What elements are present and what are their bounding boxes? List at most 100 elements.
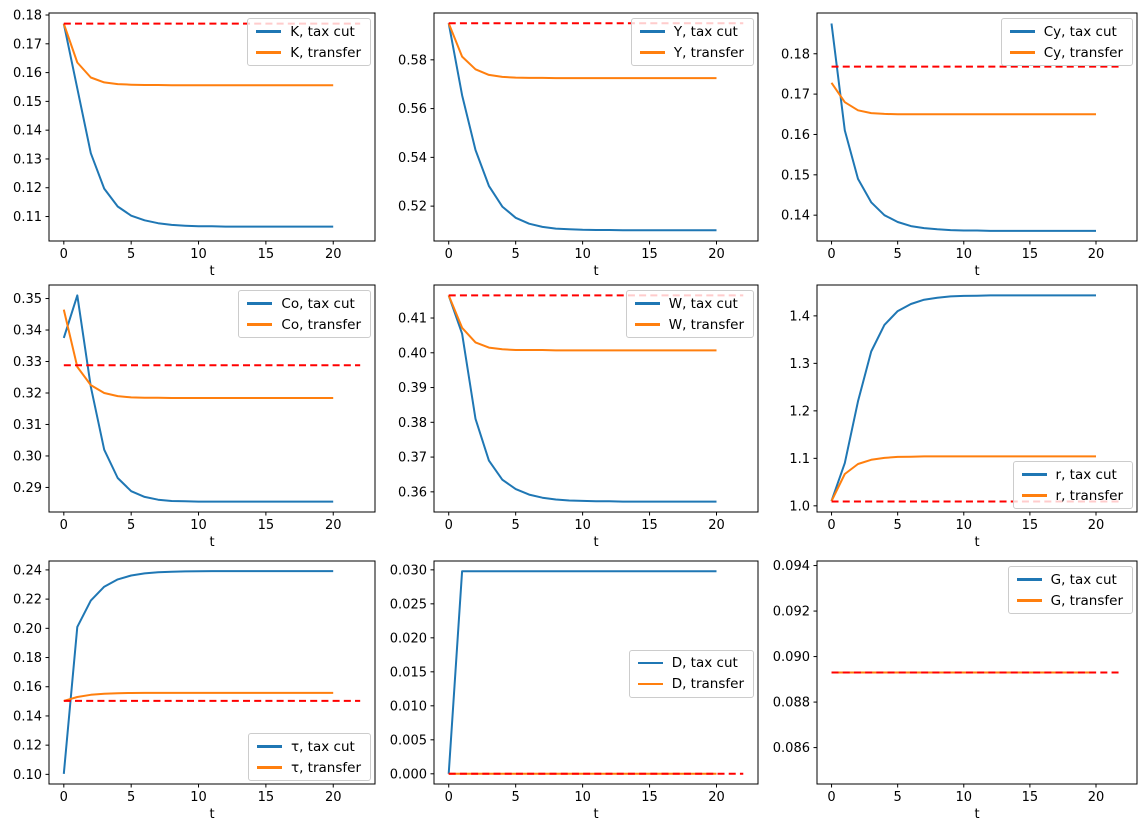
x-tick-label: 10 [190,247,207,262]
legend-entry: τ, tax cut [256,736,361,757]
axes-frame [816,284,1138,513]
x-axis-label: t [974,807,979,822]
legend-line-swatch [1009,30,1035,33]
y-tick-label: 0.30 [13,449,42,464]
legend-Cy: Cy, tax cut Cy, transfer [1000,18,1133,66]
y-tick-label: 0.38 [398,416,427,431]
legend-entry: Cy, transfer [1009,42,1123,63]
axes-frame [48,284,376,513]
legend-Co: Co, tax cut Co, transfer [238,290,371,338]
legend-line-swatch [1009,51,1035,54]
x-tick-label: 5 [894,518,902,533]
y-tick-label: 0.24 [13,563,42,578]
y-tick-label: 1.3 [789,357,810,372]
y-tick-label: 0.020 [390,631,427,646]
y-tick-label: 0.34 [13,324,42,339]
x-tick-label: 15 [258,247,275,262]
y-tick-label: 0.41 [398,312,427,327]
K-transfer-line [62,23,334,87]
y-tick-label: 1.1 [789,452,810,467]
legend-label: W, tax cut [668,295,738,312]
subplot-D: 0 5 10 15 20 0.000 0.005 0.010 0.015 0.020 0.025 0.… [390,560,759,822]
legend-entry: K, transfer [256,42,361,63]
y-tick-label: 0.005 [390,733,427,748]
legend-entry: K, tax cut [256,21,361,42]
legend-label: D, tax cut [671,655,738,671]
axes-frame [433,560,759,785]
subplot-W: 0 5 10 15 20 0.36 0.37 0.38 0.39 0.40 0.41 t [398,284,759,550]
legend-D: D, tax cut D, transfer [628,649,754,698]
x-axis-label: t [209,264,214,279]
y-tick-label: 0.37 [398,451,427,466]
axes-frame [816,560,1138,785]
r-transfer-line [830,455,1096,502]
legend-line-swatch [639,51,665,54]
legend-entry: Co, transfer [247,314,361,335]
x-axis-label: t [209,535,214,550]
Co-tax-cut-line [62,294,334,503]
legend-label: Cy, tax cut [1043,23,1117,40]
y-tick-label: 0.13 [13,152,42,167]
legend-entry: D, transfer [637,674,744,695]
y-tick-label: 0.36 [398,485,427,500]
y-tick-label: 0.086 [773,741,810,756]
x-tick-label: 5 [127,247,135,262]
r-tax-cut-line [830,294,1096,502]
x-tick-label: 0 [445,247,453,262]
y-tick-label: 0.16 [13,66,42,81]
legend-entry: G, tax cut [1016,569,1123,590]
legend-line-swatch [1021,473,1047,476]
subplot-tau: 0 5 10 15 20 0.10 0.12 0.14 0.16 0.18 0.20 0.22 0.24… [13,560,376,822]
x-tick-label: 15 [1022,518,1039,533]
x-tick-label: 10 [574,247,591,262]
x-tick-label: 0 [827,518,835,533]
x-tick-label: 0 [445,518,453,533]
legend-entry: W, transfer [634,314,744,335]
axes-frame [48,560,376,785]
y-tick-label: 0.40 [398,346,427,361]
x-tick-label: 15 [641,247,658,262]
y-tick-label: 0.18 [13,9,42,24]
x-tick-label: 0 [827,790,835,805]
x-tick-label: 20 [708,247,725,262]
x-tick-label: 10 [574,790,591,805]
y-tick-label: 0.18 [13,651,42,666]
y-tick-label: 0.030 [390,563,427,578]
x-tick-label: 20 [325,790,342,805]
y-tick-label: 0.010 [390,699,427,714]
y-tick-label: 0.015 [390,665,427,680]
y-tick-label: 1.4 [789,309,810,324]
legend-entry: W, tax cut [634,293,744,314]
x-tick-label: 5 [127,790,135,805]
x-tick-label: 10 [574,518,591,533]
legend-line-swatch [1016,599,1042,602]
legend-line-swatch [1021,494,1047,497]
legend-line-swatch [634,302,660,305]
axes-frame [433,284,759,513]
subplot-Y: 0 5 10 15 20 0.52 0.54 0.56 0.58 t [398,12,759,279]
Y-transfer-line [447,22,717,80]
legend-label: τ, transfer [290,759,361,776]
legend-line-swatch [1016,578,1042,581]
legend-label: r, tax cut [1055,466,1117,483]
x-tick-label: 20 [325,518,342,533]
legend-label: Co, transfer [281,316,361,333]
y-tick-label: 0.025 [390,597,427,612]
x-tick-label: 5 [894,790,902,805]
x-tick-label: 15 [1022,247,1039,262]
subplot-K: 0 5 10 15 20 0.11 0.12 0.13 0.14 0.15 0.16 0.17 0.18… [13,9,376,279]
y-tick-label: 0.16 [13,680,42,695]
tau-transfer-line [63,691,334,702]
y-tick-label: 0.088 [773,696,810,711]
x-tick-label: 15 [1022,790,1039,805]
y-tick-label: 1.2 [789,404,810,419]
x-tick-label: 5 [127,518,135,533]
x-tick-label: 10 [956,247,973,262]
y-tick-label: 0.31 [13,418,42,433]
legend-label: D, transfer [671,676,744,692]
Cy-tax-cut-line [830,23,1096,232]
x-tick-label: 5 [512,247,520,262]
x-tick-label: 20 [708,518,725,533]
